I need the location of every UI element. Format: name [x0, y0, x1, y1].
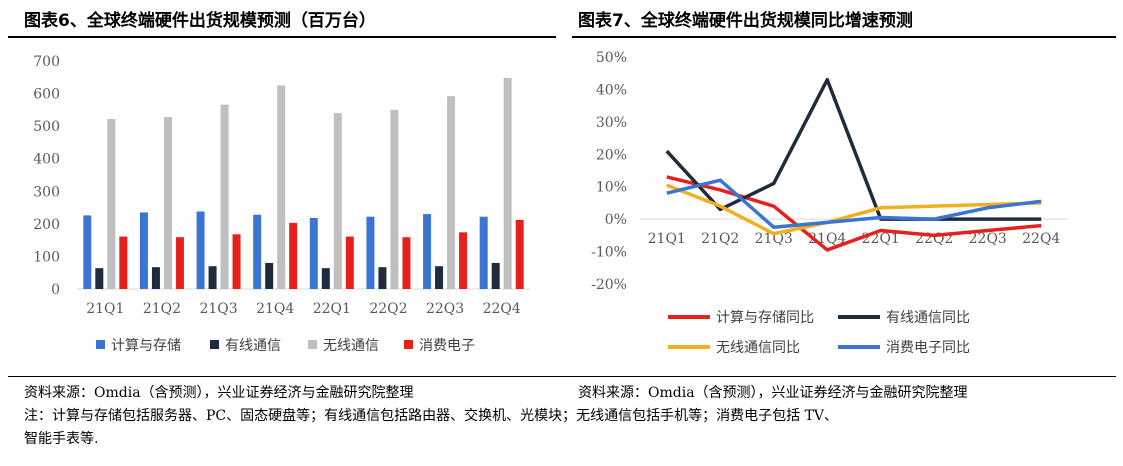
left-title-rule: [8, 36, 556, 38]
bar: [321, 268, 330, 289]
footer-rule: [8, 376, 1116, 377]
bar: [277, 85, 286, 289]
legend-swatch: [308, 340, 317, 349]
legend-label: 有线通信: [225, 338, 281, 354]
y-tick-label: 100: [33, 249, 60, 265]
legend-label: 消费电子: [419, 338, 475, 354]
bar: [265, 262, 274, 289]
series-line: [666, 178, 1042, 229]
bar: [366, 216, 375, 289]
bar: [232, 234, 241, 289]
bar: [491, 262, 500, 289]
bar: [151, 267, 160, 289]
legend-label: 消费电子同比: [886, 340, 970, 356]
series-line: [666, 183, 1042, 236]
left-chart-title: 图表6、全球终端硬件出货规模预测（百万台）: [24, 11, 376, 31]
bar: [459, 232, 468, 289]
bar: [139, 212, 148, 289]
legend-label: 无线通信: [323, 338, 379, 354]
bar: [220, 104, 229, 289]
series-line: [666, 175, 1042, 252]
bar: [378, 267, 387, 289]
y-tick-label: 600: [33, 87, 60, 103]
legend-label: 有线通信同比: [886, 310, 970, 326]
right-chart-title: 图表7、全球终端硬件出货规模同比增速预测: [578, 11, 913, 31]
bar: [175, 237, 184, 289]
right-title-rule: [572, 36, 1116, 38]
y-tick-label: -20%: [591, 277, 627, 293]
x-tick-label: 21Q1: [86, 301, 124, 317]
legend-swatch: [404, 340, 413, 349]
y-tick-label: 500: [33, 119, 60, 135]
bar: [253, 214, 262, 289]
bar: [208, 266, 217, 289]
x-tick-label: 21Q2: [143, 301, 181, 317]
x-tick-label: 22Q1: [313, 301, 351, 317]
bar: [402, 237, 411, 289]
x-tick-label: 22Q3: [969, 231, 1007, 247]
y-tick-label: -10%: [591, 245, 627, 261]
x-tick-label: 21Q3: [755, 231, 793, 247]
y-tick-label: 50%: [596, 50, 627, 66]
note-line-2: 智能手表等.: [24, 431, 99, 447]
bar: [447, 96, 456, 289]
legend-label: 计算与存储同比: [716, 310, 814, 326]
x-tick-label: 22Q2: [369, 301, 407, 317]
legend-label: 计算与存储: [111, 338, 181, 354]
y-tick-label: 0: [51, 282, 60, 298]
y-tick-label: 200: [33, 217, 60, 233]
bar: [503, 77, 512, 290]
bar: [163, 117, 172, 289]
bar: [333, 113, 342, 289]
bar: [95, 268, 104, 289]
bar: [345, 236, 354, 289]
bar: [196, 211, 205, 289]
x-tick-label: 21Q1: [648, 231, 686, 247]
y-tick-label: 10%: [596, 180, 627, 196]
source-right: 资料来源：Omdia（含预测），兴业证券经济与金融研究院整理: [578, 385, 968, 401]
charts-canvas: 0 100 200 300 400 500 600 700 21Q1 21Q2 21Q3 21Q4 22…: [33, 50, 1068, 356]
legend-label: 无线通信同比: [716, 340, 800, 356]
y-tick-label: 40%: [596, 82, 627, 98]
x-tick-label: 21Q2: [701, 231, 739, 247]
note-line-1: 注：计算与存储包括服务器、PC、固态硬盘等；有线通信包括路由器、交换机、光模块；…: [24, 408, 839, 424]
x-tick-label: 21Q3: [199, 301, 237, 317]
x-tick-label: 21Q4: [256, 301, 294, 317]
y-tick-label: 0%: [605, 212, 627, 228]
y-tick-label: 300: [33, 184, 60, 200]
bar: [83, 215, 92, 289]
x-tick-label: 22Q4: [1022, 231, 1060, 247]
y-tick-label: 20%: [596, 147, 627, 163]
bar: [107, 118, 116, 289]
y-tick-label: 700: [33, 54, 60, 70]
legend-swatch: [96, 340, 105, 349]
bar: [309, 217, 318, 289]
bar: [289, 222, 298, 289]
bar: [390, 109, 399, 289]
series-line: [665, 77, 1042, 221]
x-tick-label: 22Q4: [483, 301, 521, 317]
x-tick-label: 22Q3: [426, 301, 464, 317]
bar: [119, 236, 128, 289]
legend-swatch: [210, 340, 219, 349]
bar: [423, 214, 432, 289]
bar: [435, 266, 444, 289]
source-left: 资料来源：Omdia（含预测），兴业证券经济与金融研究院整理: [24, 385, 414, 401]
bar: [515, 219, 524, 289]
y-tick-label: 400: [33, 152, 60, 168]
y-tick-label: 30%: [596, 115, 627, 131]
bar: [479, 216, 488, 289]
